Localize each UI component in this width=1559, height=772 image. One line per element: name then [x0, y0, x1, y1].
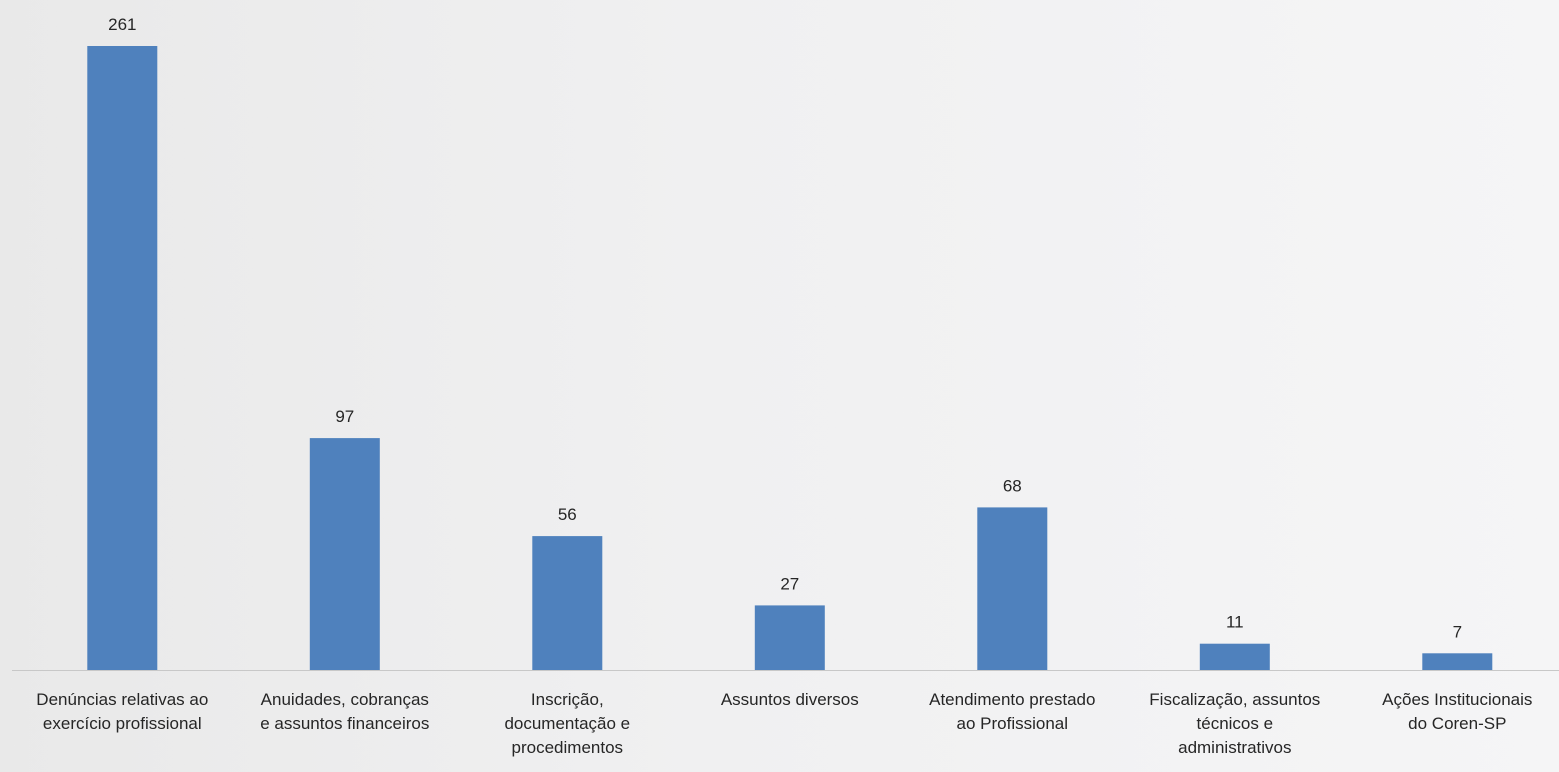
bar-1: [87, 46, 158, 670]
category-label-4: Assuntos diversos: [720, 690, 859, 709]
data-label-5: 68: [1003, 476, 1022, 495]
bar-4: [754, 605, 825, 670]
data-label-3: 56: [558, 505, 577, 524]
data-label-7: 7: [1453, 622, 1462, 641]
data-label-2: 97: [335, 407, 354, 426]
bar-7: [1422, 653, 1493, 670]
category-label-3: Inscrição, documentação e procedimentos: [504, 690, 631, 757]
bar-6: [1199, 643, 1270, 670]
data-label-6: 11: [1226, 613, 1244, 632]
bar-3: [532, 536, 603, 670]
bar-5: [977, 507, 1048, 670]
data-label-1: 261: [108, 15, 136, 34]
category-label-1: Denúncias relativas ao exercício profiss…: [36, 690, 209, 733]
category-label-7: Ações Institucionais do Coren-SP: [1382, 690, 1533, 733]
category-label-5: Atendimento prestado ao Profissional: [929, 690, 1096, 733]
bar-2: [309, 438, 380, 670]
data-label-4: 27: [780, 574, 799, 593]
category-label-6: Fiscalização, assuntos técnicos e admini…: [1149, 690, 1321, 757]
category-label-2: Anuidades, cobranças e assuntos financei…: [260, 690, 430, 733]
